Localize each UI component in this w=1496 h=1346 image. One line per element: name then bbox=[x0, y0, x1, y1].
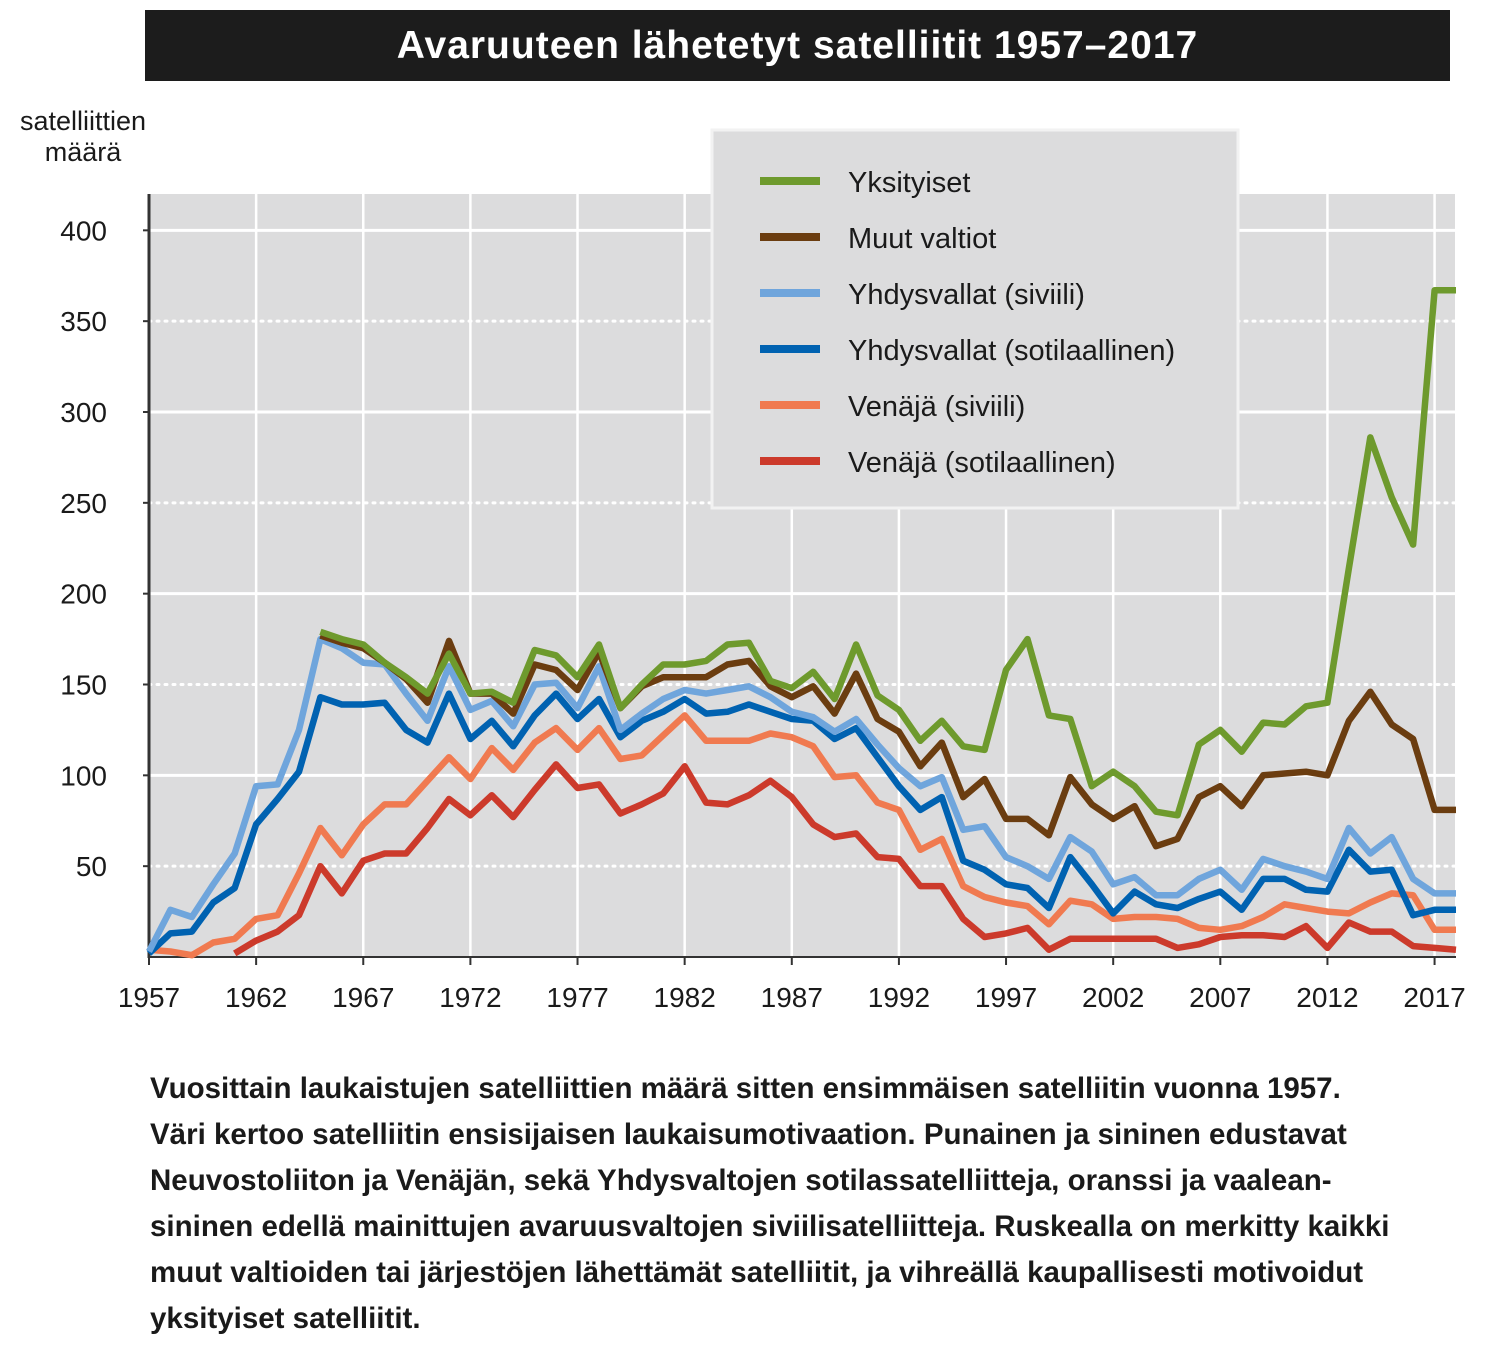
x-tick-label: 2002 bbox=[1082, 982, 1144, 1013]
legend-label: Yhdysvallat (siviili) bbox=[848, 279, 1085, 311]
legend-box bbox=[710, 128, 1240, 510]
x-tick-label: 1962 bbox=[225, 982, 287, 1013]
x-tick-label: 1972 bbox=[439, 982, 501, 1013]
y-tick-label: 150 bbox=[60, 670, 107, 701]
series-line-venäjä-sotilaallinen- bbox=[233, 761, 1457, 957]
x-tick-label: 1967 bbox=[332, 982, 394, 1013]
y-tick-label: 50 bbox=[76, 851, 107, 882]
caption: Vuosittain laukaistujen satelliittien mä… bbox=[150, 1066, 1470, 1342]
series-line-yksityiset bbox=[319, 287, 1456, 819]
caption-line: yksityiset satelliitit. bbox=[150, 1302, 421, 1335]
y-tick-label: 200 bbox=[60, 579, 107, 610]
x-tick-label: 2012 bbox=[1296, 982, 1358, 1013]
x-tick-label: 1957 bbox=[118, 982, 180, 1013]
x-tick-label: 1992 bbox=[868, 982, 930, 1013]
chart-title-bar: Avaruuteen lähetetyt satelliitit 1957–20… bbox=[145, 10, 1450, 81]
x-tick-label: 1982 bbox=[654, 982, 716, 1013]
y-axis-label-line: satelliittien bbox=[19, 106, 147, 136]
line-chart: 50 100 150 200 250 300 350 400 1957 1962 1967 1972 1… bbox=[60, 128, 1466, 1013]
series-line-muut-valtiot bbox=[319, 632, 1456, 850]
x-tick-label: 1997 bbox=[975, 982, 1037, 1013]
y-tick-label: 300 bbox=[60, 397, 107, 428]
series-line-venäjä-siviili- bbox=[148, 712, 1456, 959]
caption-line: Vuosittain laukaistujen satelliittien mä… bbox=[150, 1072, 1341, 1105]
series-lines bbox=[146, 287, 1457, 959]
legend-label: Yksityiset bbox=[848, 167, 970, 199]
x-tick-label: 1987 bbox=[761, 982, 823, 1013]
y-tick-label: 350 bbox=[60, 306, 107, 337]
legend-label: Venäjä (sotilaallinen) bbox=[848, 447, 1116, 479]
legend-label: Venäjä (siviili) bbox=[848, 391, 1025, 423]
y-tick-label: 250 bbox=[60, 488, 107, 519]
x-tick-label: 2007 bbox=[1189, 982, 1251, 1013]
x-tick-label: 2017 bbox=[1403, 982, 1465, 1013]
caption-line: Neuvostoliiton ja Venäjän, sekä Yhdysval… bbox=[150, 1164, 1332, 1197]
y-tick-label: 400 bbox=[60, 215, 107, 246]
y-axis-label-line: määrä bbox=[44, 137, 122, 167]
x-tick-label: 1977 bbox=[546, 982, 608, 1013]
series-line-yhdysvallat-siviili- bbox=[146, 635, 1456, 953]
caption-line: sininen edellä mainittujen avaruusvaltoj… bbox=[150, 1210, 1390, 1243]
y-axis-label: satelliittien määrä bbox=[8, 106, 158, 168]
legend-items: Yksityiset Muut valtiot Yhdysvallat (sivii… bbox=[760, 167, 1175, 479]
legend-label: Yhdysvallat (sotilaallinen) bbox=[848, 335, 1175, 367]
axis-ticks: 50 100 150 200 250 300 350 400 1957 1962 1967 1972 1… bbox=[60, 215, 1465, 1013]
caption-line: Väri kertoo satelliitin ensisijaisen lau… bbox=[150, 1118, 1347, 1151]
y-tick-label: 100 bbox=[60, 760, 107, 791]
caption-line: muut valtioiden tai järjestöjen lähettäm… bbox=[150, 1256, 1364, 1289]
legend: Yksityiset Muut valtiot Yhdysvallat (sivii… bbox=[710, 128, 1240, 510]
legend-label: Muut valtiot bbox=[848, 223, 996, 255]
chart-title: Avaruuteen lähetetyt satelliitit 1957–20… bbox=[396, 23, 1199, 67]
series-line-yhdysvallat-sotilaallinen- bbox=[146, 690, 1456, 956]
